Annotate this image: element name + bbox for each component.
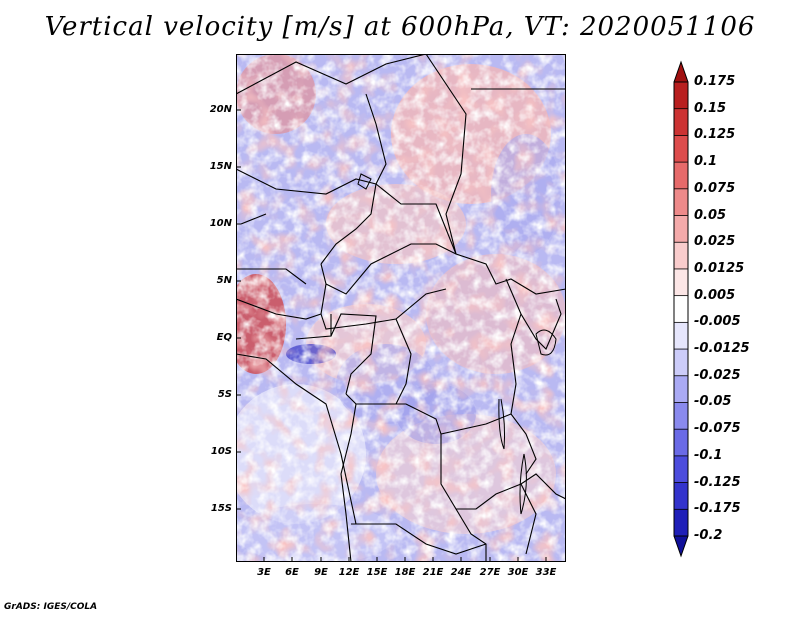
lon-label-12e: 12E: [338, 567, 360, 578]
colorbar-label: 0.1: [694, 154, 718, 170]
colorbar-segment: [674, 108, 688, 136]
lat-label-15n: 15N: [209, 161, 232, 172]
map-border: [236, 54, 566, 562]
lat-label-10n: 10N: [209, 218, 232, 229]
colorbar-segment: [674, 135, 688, 163]
colorbar-segment: [674, 215, 688, 243]
colorbar-segment: [674, 322, 688, 350]
colorbar-label: -0.0125: [694, 341, 750, 357]
colorbar-label: 0.15: [694, 100, 727, 116]
lon-label-27e: 27E: [479, 567, 501, 578]
colorbar-label: -0.025: [694, 367, 741, 383]
lon-label-3e: 3E: [257, 567, 271, 578]
lon-label-9e: 9E: [314, 567, 328, 578]
colorbar-segment: [674, 268, 688, 297]
colorbar-segment: [674, 509, 688, 537]
colorbar-label: 0.175: [694, 74, 736, 89]
grads-credit: GrADS: IGES/COLA: [4, 602, 98, 612]
colorbar-label: 0.075: [694, 180, 736, 196]
colorbar-segment: [674, 188, 688, 217]
lake-outlines: [357, 173, 557, 515]
colorbar-outline: [673, 60, 689, 558]
plot-title: Vertical velocity [m/s] at 600hPa, VT: 2…: [44, 12, 756, 42]
lon-label-30e: 30E: [507, 567, 529, 578]
lon-label-15e: 15E: [366, 567, 388, 578]
lat-label-5n: 5N: [216, 275, 232, 286]
colorbar-label: -0.005: [694, 314, 741, 330]
lat-label-eq: EQ: [216, 332, 232, 343]
lat-label-20n: 20N: [209, 104, 232, 115]
colorbar-label: 0.025: [694, 234, 736, 250]
colorbar-label: 0.125: [694, 127, 736, 143]
colorbar-label: -0.2: [694, 528, 723, 543]
lon-label-33e: 33E: [535, 567, 557, 578]
lat-label-5s: 5S: [217, 389, 232, 400]
colorbar-segment: [674, 536, 688, 556]
lat-label-15s: 15S: [210, 503, 232, 514]
colorbar-segment: [674, 429, 688, 457]
colorbar-segment: [674, 455, 688, 484]
colorbar-label: 0.0125: [694, 260, 745, 276]
colorbar-segment: [674, 482, 688, 510]
colorbar-segment: [674, 402, 688, 430]
lat-label-10s: 10S: [210, 446, 232, 457]
map-panel: [236, 54, 566, 562]
lon-label-21e: 21E: [422, 567, 444, 578]
colorbar-label: -0.1: [694, 447, 723, 463]
colorbar-segment: [674, 62, 688, 82]
colorbar-label: -0.075: [694, 421, 741, 437]
colorbar-label: -0.05: [694, 394, 732, 410]
velocity-field: [236, 54, 566, 562]
lon-label-24e: 24E: [450, 567, 472, 578]
colorbar-label: 0.05: [694, 207, 727, 223]
colorbar-segment: [674, 375, 688, 403]
country-borders: [236, 54, 566, 562]
colorbar-label: 0.005: [694, 287, 736, 303]
colorbar-label: -0.125: [694, 474, 741, 490]
colorbar-segment: [674, 295, 688, 323]
colorbar-segments: [674, 62, 688, 556]
colorbar-segment: [674, 349, 688, 377]
colorbar: [673, 60, 689, 558]
lon-label-18e: 18E: [394, 567, 416, 578]
colorbar-segment: [674, 162, 688, 190]
colorbar-segment: [674, 82, 688, 110]
contour-texture: [236, 54, 566, 562]
axis-ticks: [236, 109, 547, 562]
lon-label-6e: 6E: [285, 567, 299, 578]
colorbar-label: -0.175: [694, 501, 741, 517]
colorbar-segment: [674, 242, 688, 270]
